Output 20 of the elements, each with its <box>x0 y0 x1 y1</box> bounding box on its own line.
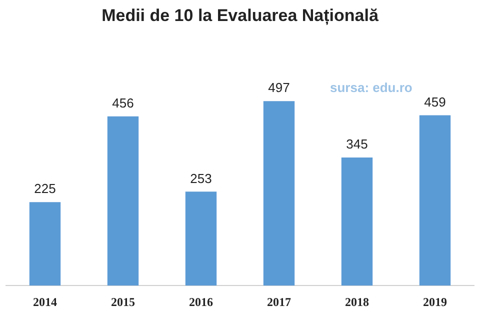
data-label: 459 <box>424 94 446 110</box>
bar <box>341 158 373 286</box>
data-label: 497 <box>268 80 290 96</box>
x-tick-label: 2018 <box>345 294 369 309</box>
bar <box>29 202 61 286</box>
x-tick-label: 2017 <box>267 294 291 309</box>
x-tick-label: 2016 <box>189 294 213 309</box>
bar <box>419 115 451 286</box>
x-tick-label: 2014 <box>33 294 57 309</box>
bar <box>185 192 217 286</box>
chart-title: Medii de 10 la Evaluarea Națională <box>100 6 380 26</box>
x-tick-label: 2015 <box>111 294 135 309</box>
x-tick-label: 2019 <box>423 294 447 309</box>
data-label: 253 <box>190 170 212 186</box>
data-label: 345 <box>346 136 368 152</box>
data-label: 225 <box>34 181 56 196</box>
text: sursa: edu.ro <box>330 80 412 95</box>
bar <box>107 116 139 286</box>
data-label: 456 <box>112 95 134 110</box>
bar <box>263 101 295 286</box>
